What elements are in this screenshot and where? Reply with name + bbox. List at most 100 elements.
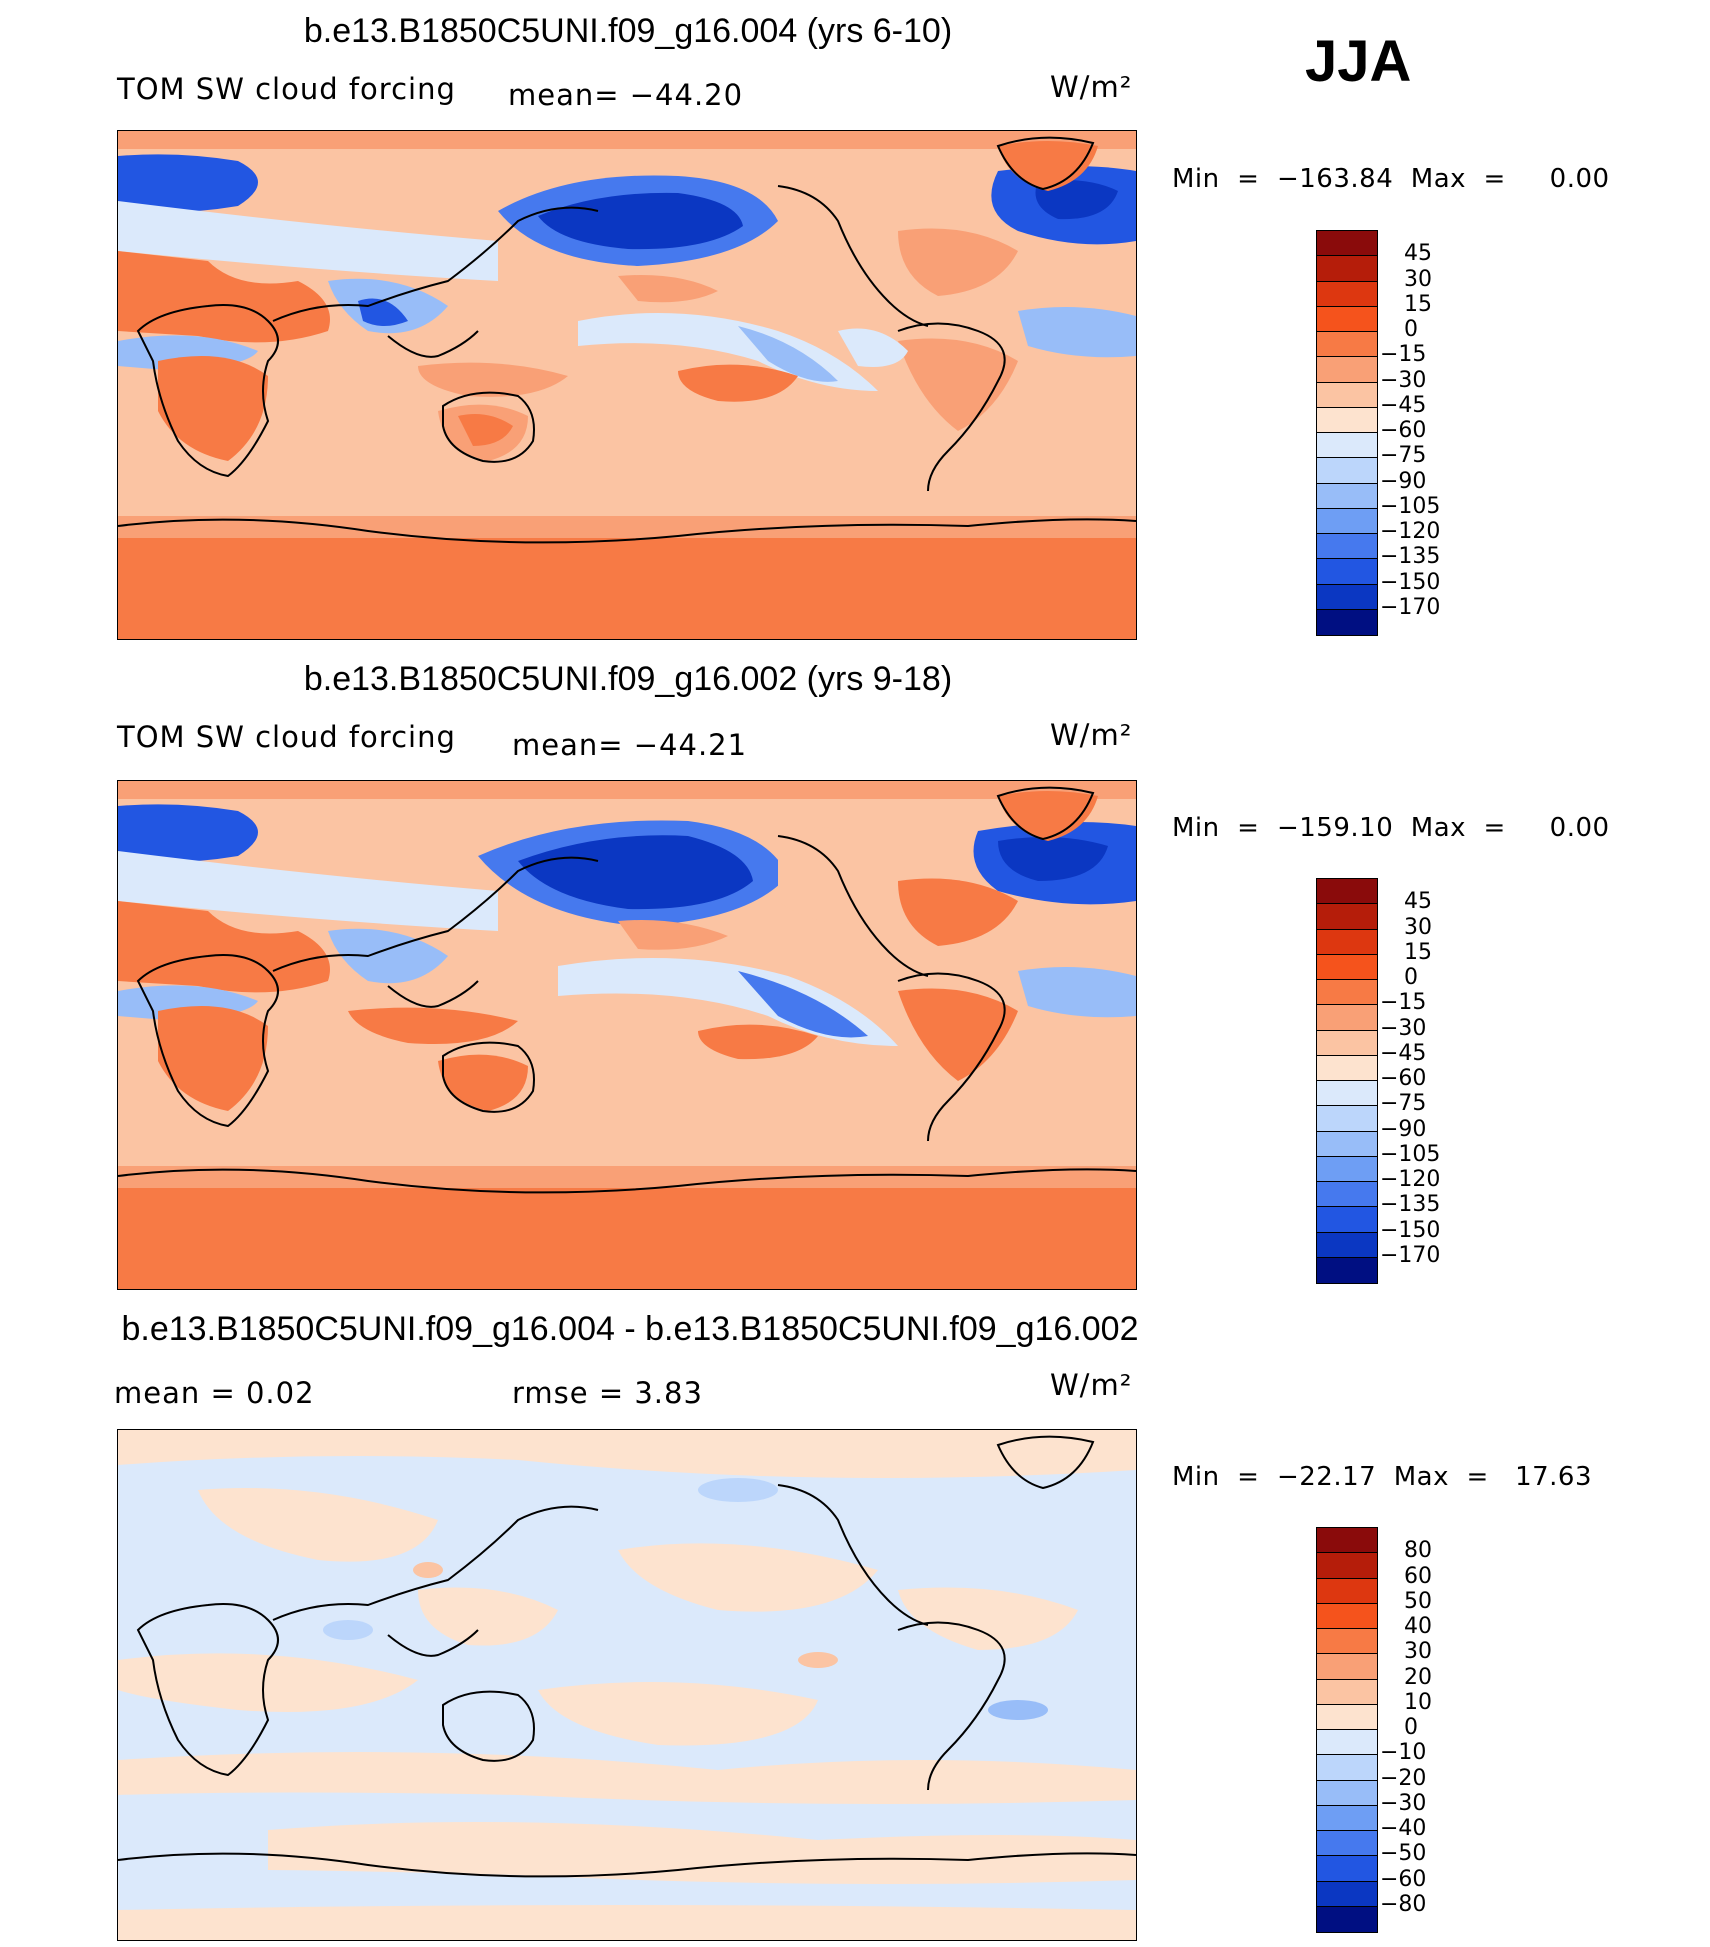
colorbar-box — [1317, 1780, 1377, 1806]
colorbar-box — [1317, 1578, 1377, 1604]
colorbar-tick-label: 30 — [1404, 266, 1432, 292]
panel-1-map — [117, 130, 1137, 640]
colorbar-box — [1317, 1704, 1377, 1730]
panel-2-colorbar — [1316, 878, 1378, 1284]
colorbar-tick-label: 0 — [1404, 1715, 1418, 1740]
colorbar-tick-label: 80 — [1404, 1538, 1432, 1564]
season-label: JJA — [1305, 29, 1412, 94]
colorbar-box — [1317, 433, 1377, 459]
colorbar-box — [1317, 584, 1377, 610]
colorbar-tick-label: 20 — [1404, 1664, 1432, 1690]
colorbar-box — [1317, 1528, 1377, 1554]
colorbar-tick-label: −60 — [1380, 418, 1427, 443]
colorbar-tick-label: −135 — [1380, 544, 1441, 570]
colorbar-tick-label: −135 — [1380, 1192, 1441, 1218]
colorbar-box — [1317, 1055, 1377, 1081]
panel-3-mean: mean = 0.02 — [114, 1376, 315, 1410]
panel-3-minmax: Min = −22.17 Max = 17.63 — [1172, 1462, 1593, 1492]
colorbar-box — [1317, 1654, 1377, 1680]
colorbar-tick-label: −90 — [1380, 468, 1427, 494]
colorbar-box — [1317, 1805, 1377, 1831]
colorbar-tick-label: −30 — [1380, 1790, 1427, 1816]
colorbar-tick-label: −15 — [1380, 342, 1427, 368]
colorbar-box — [1317, 1081, 1377, 1107]
panel-1-minmax: Min = −163.84 Max = 0.00 — [1172, 164, 1610, 194]
colorbar-box — [1317, 1906, 1377, 1932]
panel-1-mean: mean= −44.20 — [508, 78, 744, 112]
colorbar-box — [1317, 1831, 1377, 1857]
colorbar-box — [1317, 1207, 1377, 1233]
colorbar-tick-label: 30 — [1404, 1639, 1432, 1665]
colorbar-tick-label: −105 — [1380, 1141, 1441, 1167]
panel-3-map-svg — [118, 1430, 1136, 1940]
colorbar-box — [1317, 1030, 1377, 1056]
colorbar-tick-label: 0 — [1404, 317, 1418, 342]
colorbar-tick-label: −150 — [1380, 569, 1441, 595]
panel-1-title: b.e13.B1850C5UNI.f09_g16.004 (yrs 6-10) — [303, 12, 953, 50]
colorbar-tick-label: 10 — [1404, 1689, 1432, 1715]
colorbar-box — [1317, 508, 1377, 534]
colorbar-box — [1317, 1856, 1377, 1882]
panel-2-mean: mean= −44.21 — [512, 728, 748, 762]
colorbar-box — [1317, 904, 1377, 930]
colorbar-box — [1317, 256, 1377, 282]
colorbar-box — [1317, 281, 1377, 307]
panel-1-map-svg — [118, 131, 1136, 639]
colorbar-box — [1317, 306, 1377, 332]
panel-2-map — [117, 780, 1137, 1290]
colorbar-box — [1317, 609, 1377, 635]
colorbar-tick-label: −75 — [1380, 443, 1427, 469]
colorbar-tick-label: −90 — [1380, 1116, 1427, 1142]
panel-1-variable: TOM SW cloud forcing — [117, 72, 456, 106]
colorbar-tick-label: −170 — [1380, 594, 1441, 620]
colorbar-tick-label: 15 — [1404, 939, 1432, 965]
colorbar-tick-label: −60 — [1380, 1866, 1427, 1892]
colorbar-box — [1317, 879, 1377, 905]
colorbar-box — [1317, 954, 1377, 980]
colorbar-tick-label: 60 — [1404, 1563, 1432, 1589]
panel-3-title: b.e13.B1850C5UNI.f09_g16.004 - b.e13.B18… — [121, 1310, 1139, 1348]
colorbar-box — [1317, 407, 1377, 433]
coastlines — [118, 136, 1136, 544]
colorbar-tick-label: −75 — [1380, 1091, 1427, 1117]
colorbar-box — [1317, 357, 1377, 383]
colorbar-tick-label: 45 — [1404, 241, 1432, 267]
panel-1-units: W/m² — [1050, 70, 1133, 104]
panel-3-rmse: rmse = 3.83 — [512, 1376, 703, 1410]
antarctic-band — [118, 536, 1136, 639]
colorbar-box — [1317, 382, 1377, 408]
colorbar-box — [1317, 929, 1377, 955]
colorbar-tick-label: −120 — [1380, 519, 1441, 544]
colorbar-tick-label: −30 — [1380, 1015, 1427, 1041]
colorbar-box — [1317, 483, 1377, 509]
colorbar-tick-label: −150 — [1380, 1217, 1441, 1243]
colorbar-tick-label: 40 — [1404, 1614, 1432, 1639]
colorbar-box — [1317, 1881, 1377, 1907]
colorbar-box — [1317, 980, 1377, 1006]
colorbar-tick-label: −60 — [1380, 1066, 1427, 1091]
panel-1-colorbar — [1316, 230, 1378, 636]
colorbar-tick-label: −80 — [1380, 1891, 1427, 1917]
panel-2-minmax: Min = −159.10 Max = 0.00 — [1172, 813, 1610, 843]
coastlines — [118, 1435, 1136, 1878]
colorbar-tick-label: −120 — [1380, 1167, 1441, 1192]
colorbar-tick-label: −15 — [1380, 990, 1427, 1016]
colorbar-tick-label: −30 — [1380, 367, 1427, 393]
colorbar-box — [1317, 1232, 1377, 1258]
colorbar-tick-label: −10 — [1380, 1740, 1427, 1766]
panel-3-colorbar — [1316, 1527, 1378, 1933]
colorbar-box — [1317, 1156, 1377, 1182]
colorbar-tick-label: 0 — [1404, 965, 1418, 990]
colorbar-tick-label: −20 — [1380, 1765, 1427, 1791]
colorbar-tick-label: −105 — [1380, 493, 1441, 519]
colorbar-box — [1317, 1629, 1377, 1655]
colorbar-box — [1317, 1005, 1377, 1031]
colorbar-tick-label: 15 — [1404, 291, 1432, 317]
colorbar-tick-label: 30 — [1404, 914, 1432, 940]
colorbar-box — [1317, 1106, 1377, 1132]
coastlines — [118, 786, 1136, 1194]
panel-3-units: W/m² — [1050, 1368, 1133, 1402]
colorbar-box — [1317, 534, 1377, 560]
colorbar-box — [1317, 1131, 1377, 1157]
colorbar-box — [1317, 332, 1377, 358]
